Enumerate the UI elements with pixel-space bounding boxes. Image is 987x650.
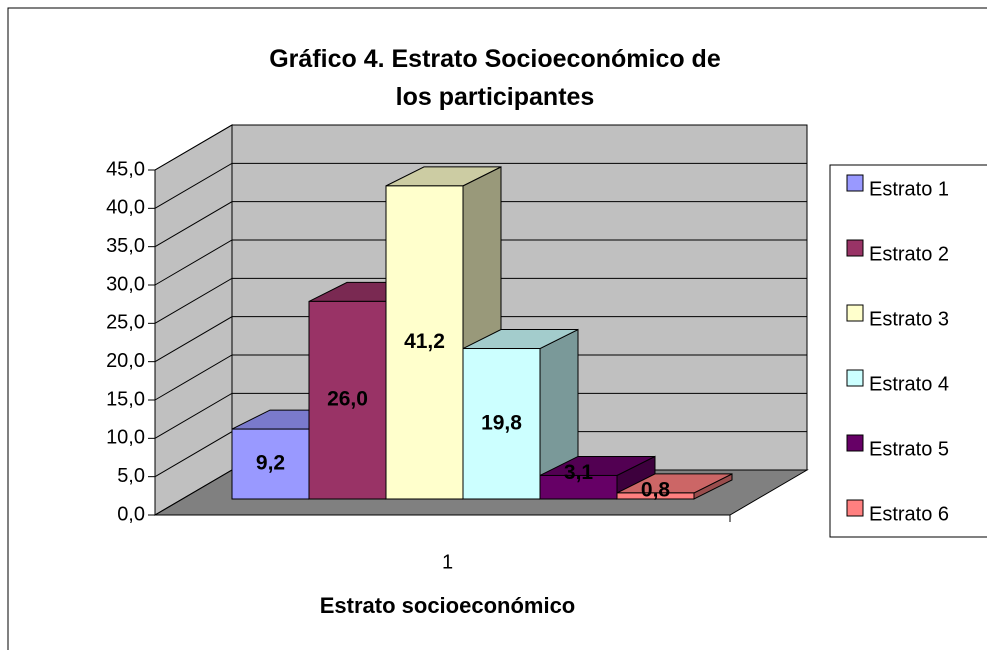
grid-line [154, 277, 807, 324]
data-label: 0,8 [641, 478, 671, 501]
legend-label: Estrato 2 [869, 243, 949, 265]
legend-label: Estrato 4 [869, 373, 949, 395]
y-tick-label: 35,0 [106, 235, 145, 257]
y-tick-label: 20,0 [106, 350, 145, 372]
legend-box [829, 164, 987, 538]
legend-swatch [846, 174, 864, 192]
legend-label: Estrato 1 [869, 178, 949, 200]
grid-line [154, 201, 807, 248]
data-label: 19,8 [481, 411, 522, 434]
grid-line [154, 162, 807, 209]
bar [385, 185, 464, 500]
chart-title: Gráfico 4. Estrato Socioeconómico de los… [269, 45, 721, 111]
title-box: Gráfico 4. Estrato Socioeconómico de los… [269, 45, 721, 111]
legend-swatch [846, 369, 864, 387]
legend-label: Estrato 6 [869, 503, 949, 525]
y-tick-label: 40,0 [106, 197, 145, 219]
data-label: 26,0 [327, 388, 368, 411]
legend-swatch [846, 499, 864, 517]
y-tick-label: 5,0 [117, 465, 145, 487]
y-tick-label: 0,0 [117, 503, 145, 525]
x-axis-title: Estrato socioeconómico [320, 593, 576, 618]
legend-swatch [846, 239, 864, 257]
legend-swatch [846, 304, 864, 322]
side-wall [154, 124, 233, 516]
legend-label: Estrato 3 [869, 308, 949, 330]
y-tick-label: 45,0 [106, 158, 145, 180]
y-tick-label: 10,0 [106, 427, 145, 449]
bar [462, 348, 541, 500]
legend-label: Estrato 5 [869, 438, 949, 460]
legend-swatch [846, 434, 864, 452]
data-label: 3,1 [564, 461, 594, 484]
y-tick-label: 15,0 [106, 388, 145, 410]
bar [616, 492, 695, 500]
x-tick-label: 1 [442, 551, 453, 573]
y-tick-label: 30,0 [106, 273, 145, 295]
bar [539, 474, 618, 500]
grid-line [154, 354, 807, 401]
grid-line [154, 392, 807, 439]
grid-line [154, 124, 807, 171]
y-tick-label: 25,0 [106, 312, 145, 334]
grid-line [154, 316, 807, 363]
data-label: 41,2 [404, 330, 445, 353]
grid-line [154, 239, 807, 286]
data-label: 9,2 [256, 452, 285, 475]
